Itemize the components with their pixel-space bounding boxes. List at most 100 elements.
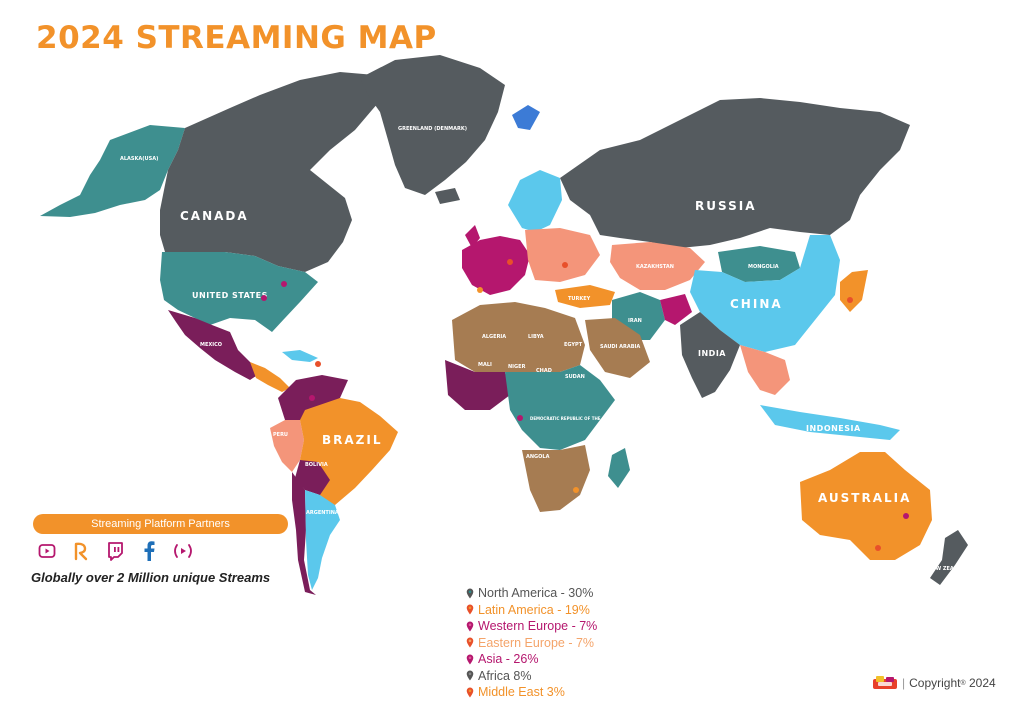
label-russia: RUSSIA xyxy=(695,199,756,213)
legend-label: Africa 8% xyxy=(478,668,532,683)
region-mongolia[interactable] xyxy=(718,246,800,282)
label-algeria: ALGERIA xyxy=(482,334,506,340)
legend-label: Latin America - 19% xyxy=(478,602,590,617)
twitch-icon[interactable] xyxy=(104,540,126,562)
map-pins xyxy=(261,259,909,551)
region-saudi-arabia[interactable] xyxy=(585,318,650,378)
partners-title: Streaming Platform Partners xyxy=(33,514,288,534)
label-new-zealand: NEW ZEALAND xyxy=(928,566,969,572)
label-mali: MALI xyxy=(478,362,492,368)
map-pin-icon xyxy=(466,670,474,681)
region-new-zealand[interactable] xyxy=(930,530,968,585)
pin xyxy=(477,287,483,293)
region-southeast-asia[interactable] xyxy=(740,345,790,395)
pin xyxy=(281,281,287,287)
copyright-mark: ® xyxy=(960,679,966,687)
label-china: CHINA xyxy=(730,297,783,311)
label-turkey: TURKEY xyxy=(568,296,591,302)
region-madagascar[interactable] xyxy=(608,448,630,488)
legend-label: Middle East 3% xyxy=(478,685,565,700)
legend-item-middle-east: Middle East 3% xyxy=(466,684,597,701)
region-bolivia[interactable] xyxy=(295,460,330,495)
pin xyxy=(261,295,267,301)
legend-item-eastern-europe: Eastern Europe - 7% xyxy=(466,635,597,652)
page-title: 2024 STREAMING MAP xyxy=(36,20,437,56)
region-indonesia[interactable] xyxy=(760,405,900,440)
map-pin-icon xyxy=(466,621,474,632)
pin xyxy=(875,545,881,551)
region-turkey[interactable] xyxy=(555,285,615,308)
region-scandinavia[interactable] xyxy=(508,170,562,232)
label-chad: CHAD xyxy=(536,368,552,374)
region-united-states[interactable] xyxy=(160,252,318,332)
region-mexico[interactable] xyxy=(168,310,262,380)
pin xyxy=(903,513,909,519)
brand-logo xyxy=(872,675,898,691)
facebook-icon[interactable] xyxy=(138,540,160,562)
pin xyxy=(309,395,315,401)
legend-label: Asia - 26% xyxy=(478,652,539,667)
region-eastern-europe[interactable] xyxy=(525,228,600,282)
label-greenland: GREENLAND (DENMARK) xyxy=(398,126,467,132)
separator: | xyxy=(902,676,906,690)
label-india: INDIA xyxy=(698,349,726,358)
region-caribbean[interactable] xyxy=(282,350,318,362)
legend-item-western-europe: Western Europe - 7% xyxy=(466,618,597,635)
copyright: | Copyright ® 2024 xyxy=(872,675,996,691)
legend-item-asia: Asia - 26% xyxy=(466,651,597,668)
region-kazakhstan[interactable] xyxy=(610,242,705,290)
region-central-america[interactable] xyxy=(250,362,290,392)
label-angola: ANGOLA xyxy=(526,454,550,460)
rumble-icon[interactable] xyxy=(70,540,92,562)
region-russia[interactable] xyxy=(560,98,910,248)
region-korea-japan[interactable] xyxy=(840,270,868,312)
label-mexico: MEXICO xyxy=(200,342,222,348)
label-libya: LIBYA xyxy=(528,334,544,340)
label-alaska: ALASKA(USA) xyxy=(120,156,158,162)
region-australia[interactable] xyxy=(800,452,932,560)
map-pin-icon xyxy=(466,654,474,665)
map-pin-icon xyxy=(466,687,474,698)
region-chile[interactable] xyxy=(292,472,316,595)
region-india[interactable] xyxy=(680,312,740,398)
label-canada: CANADA xyxy=(180,209,249,223)
label-bolivia: BOLIVIA xyxy=(305,462,328,468)
region-peru[interactable] xyxy=(270,420,304,472)
region-canada[interactable] xyxy=(160,72,385,272)
pin xyxy=(315,361,321,367)
legend-label: North America - 30% xyxy=(478,586,594,601)
label-drc: DEMOCRATIC REPUBLIC OF THE CONGO xyxy=(530,416,619,421)
legend-label: Eastern Europe - 7% xyxy=(478,635,595,650)
map-pin-icon xyxy=(466,604,474,615)
region-western-europe[interactable] xyxy=(462,236,530,295)
pin xyxy=(847,297,853,303)
region-iceland[interactable] xyxy=(435,188,460,204)
youtube-icon[interactable] xyxy=(36,540,58,562)
region-greenland[interactable] xyxy=(360,55,505,195)
region-afghanistan[interactable] xyxy=(660,294,692,325)
region-north-africa[interactable] xyxy=(452,302,585,372)
region-argentina[interactable] xyxy=(305,490,340,590)
partner-icons xyxy=(36,540,206,562)
region-svalbard[interactable] xyxy=(512,105,540,130)
label-saudi-arabia: SAUDI ARABIA xyxy=(600,344,640,350)
region-uk[interactable] xyxy=(465,225,480,248)
pin xyxy=(573,487,579,493)
legend-item-africa: Africa 8% xyxy=(466,668,597,685)
pin xyxy=(863,522,869,528)
play-icon[interactable] xyxy=(172,540,194,562)
region-central-africa[interactable] xyxy=(505,365,615,450)
region-southern-africa[interactable] xyxy=(522,445,590,512)
region-alaska[interactable] xyxy=(40,125,185,217)
label-iran: IRAN xyxy=(628,318,642,324)
legend-label: Western Europe - 7% xyxy=(478,619,598,634)
map-pin-icon xyxy=(466,588,474,599)
legend: North America - 30% Latin America - 19% … xyxy=(466,585,597,701)
map-pin-icon xyxy=(466,637,474,648)
label-niger: NIGER xyxy=(508,364,526,370)
region-china[interactable] xyxy=(690,235,840,352)
pin xyxy=(507,259,513,265)
tagline: Globally over 2 Million unique Streams xyxy=(31,570,271,585)
region-west-africa[interactable] xyxy=(445,360,510,410)
legend-item-north-america: North America - 30% xyxy=(466,585,597,602)
